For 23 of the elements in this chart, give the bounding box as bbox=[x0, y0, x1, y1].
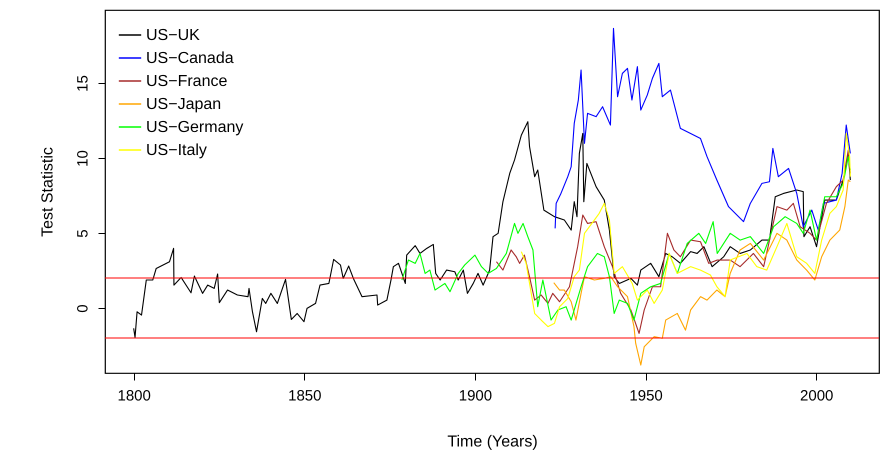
y-tick-label: 10 bbox=[74, 150, 92, 167]
line-series bbox=[553, 180, 851, 366]
legend-label: US−Italy bbox=[146, 142, 207, 159]
legend-label: US−France bbox=[146, 73, 228, 90]
legend-label: US−Germany bbox=[146, 119, 244, 136]
legend-label: US−UK bbox=[146, 27, 200, 44]
x-tick-label: 1950 bbox=[629, 388, 663, 404]
y-tick-label: 15 bbox=[74, 75, 92, 92]
y-tick-label: 5 bbox=[74, 229, 92, 238]
line-series bbox=[520, 132, 851, 328]
y-tick-label: 0 bbox=[74, 304, 92, 313]
line-series bbox=[133, 121, 851, 338]
line-series bbox=[401, 156, 851, 321]
x-tick-label: 1850 bbox=[288, 388, 322, 404]
x-axis-title: Time (Years) bbox=[447, 434, 538, 450]
line-series bbox=[496, 150, 851, 334]
x-tick-label: 1900 bbox=[458, 388, 492, 404]
y-axis-title: Test Statistic bbox=[40, 147, 56, 237]
x-tick-label: 1800 bbox=[117, 388, 151, 404]
line-series bbox=[554, 28, 851, 231]
legend-label: US−Japan bbox=[146, 96, 222, 113]
legend-label: US−Canada bbox=[146, 50, 234, 67]
x-tick-label: 2000 bbox=[800, 388, 834, 404]
